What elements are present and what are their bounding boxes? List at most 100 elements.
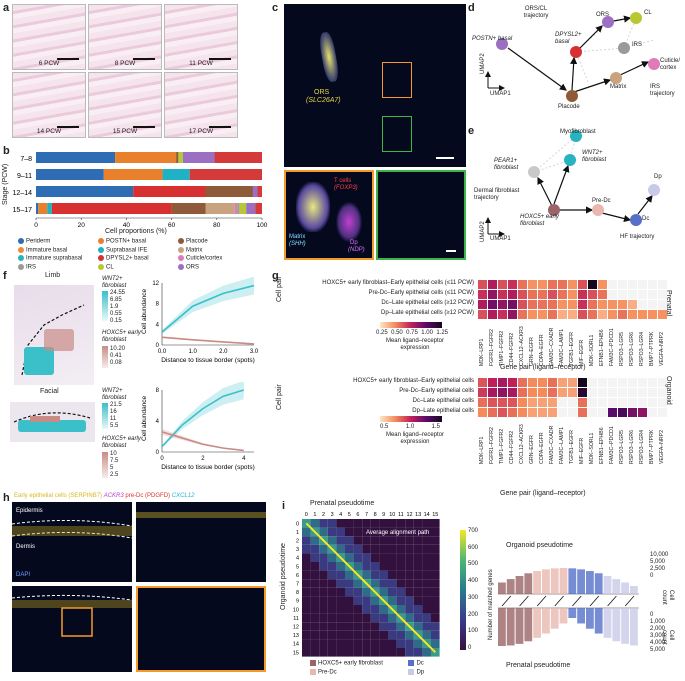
legend-matrix: Matrix <box>178 246 258 255</box>
g-col-label: RSPO3–LGR5 <box>619 331 625 366</box>
f-limb-hoxc5-ticks: 10.20 0.41 0.08 <box>110 346 126 366</box>
i-heatmap-cell <box>302 605 311 614</box>
scale-bar <box>446 250 456 252</box>
i-heatmap-cell <box>379 613 388 623</box>
i-heatmap-cell <box>413 605 423 614</box>
i-bottom-bar <box>559 608 568 624</box>
b-bar-segment <box>162 169 190 180</box>
f-ytick-label: 0 <box>156 450 160 456</box>
g-col-label: CD44–FGFR2 <box>509 332 515 366</box>
g-col-label: FAM3C–LAMP1 <box>559 426 565 464</box>
legend-suprabasal-ife: Suprabasal IFE <box>98 246 178 255</box>
f-series-line <box>161 389 245 448</box>
dp-gene-label: (NDP) <box>348 247 365 253</box>
legend-cuticle-cortex: Cuticle/cortex <box>178 255 258 263</box>
f-facial-wnt2-label: WNT2+ fibroblast <box>102 388 127 401</box>
g-col-label: FGFR1–FGFR2 <box>489 329 495 366</box>
i-top-bar <box>621 582 629 594</box>
i-heatmap-cell <box>422 622 431 631</box>
node-hoxc5 <box>548 204 560 216</box>
g-heatmap-cell <box>538 310 547 319</box>
i-heatmap-cell <box>388 527 397 537</box>
f-ytick-label: 8 <box>156 388 160 394</box>
f-limb-hoxc5-colorbar <box>102 346 108 368</box>
legend-hoxc5: HOXC5+ early fibroblast <box>310 660 408 668</box>
i-heatmap-cell <box>413 579 423 588</box>
node-wnt2 <box>564 154 576 166</box>
i-heatmap-cell <box>327 553 337 562</box>
i-heatmap-cell <box>396 570 406 580</box>
g-heatmap-cell <box>608 388 617 397</box>
i-xtick-label: 5 <box>348 512 351 518</box>
i-heatmap-cell <box>327 587 337 597</box>
panel-letter-f: f <box>3 270 7 282</box>
i-heatmap-cell <box>302 527 311 537</box>
i-heatmap-cell <box>327 605 337 614</box>
g-top-colorbar <box>380 322 442 328</box>
d-placode-label: Placode <box>558 104 580 110</box>
caption-14pcw: 14 PCW <box>36 128 62 135</box>
g-heatmap-cell <box>558 378 567 387</box>
tcells-gene-label: (FOXP3) <box>334 185 358 191</box>
i-heatmap-cell <box>310 553 320 562</box>
panel-letter-a: a <box>3 2 10 14</box>
i-bottom-bar <box>621 608 629 644</box>
b-bar-segment <box>252 186 258 197</box>
g-heatmap-cell <box>578 378 587 387</box>
b-bar-segment <box>171 203 206 214</box>
b-bar-segment <box>103 169 163 180</box>
g-heatmap-cell <box>648 408 657 417</box>
g-heatmap-cell <box>478 280 487 289</box>
matrix-label: Matrix <box>289 234 306 240</box>
node-pear1 <box>528 166 540 178</box>
i-avg-path-label: Average alignment path <box>366 530 430 536</box>
legend-postn-basal: POSTN+ basal <box>98 238 178 246</box>
i-heatmap-cell <box>431 587 440 597</box>
i-bottom-bar <box>515 608 524 644</box>
i-heatmap-cell <box>388 544 397 554</box>
g-col-label: MIF–EGFR <box>579 437 585 464</box>
f-xlabel: Distance to tissue border (spots) <box>161 357 255 364</box>
i-heatmap-cell <box>302 519 311 528</box>
f-limb-hoxc5-label: HOXC5+ early fibroblast <box>102 330 141 343</box>
i-heatmap-cell <box>362 648 371 657</box>
node-pre-dc <box>592 204 604 216</box>
i-heatmap-cell <box>370 562 380 571</box>
g-heatmap-cell <box>618 290 627 299</box>
i-heatmap-cell <box>379 648 388 657</box>
i-heatmap-cell <box>431 536 440 545</box>
f-confidence-band <box>162 276 254 335</box>
legend-dp: Dp <box>408 668 470 677</box>
g-heatmap-cell <box>598 388 607 397</box>
i-heatmap-cell <box>345 639 354 648</box>
i-heatmap-cell <box>319 587 328 597</box>
g-heatmap-cell <box>648 310 657 319</box>
i-heatmap-cell <box>362 527 371 537</box>
i-heatmap-cell <box>413 519 423 528</box>
i-heatmap-cell <box>422 605 431 614</box>
node-dc <box>630 214 642 226</box>
i-ytick-label: 0 <box>296 521 299 527</box>
g-heatmap-cell <box>638 280 647 289</box>
b-bar-segment <box>234 203 238 214</box>
i-heatmap-cell <box>370 622 380 631</box>
i-heatmap-cell <box>431 519 440 528</box>
b-bar-segment <box>36 169 104 180</box>
g-heatmap-cell <box>648 398 657 407</box>
d-umap1-axis: UMAP1 <box>490 91 511 97</box>
g-heatmap-cell <box>488 290 497 299</box>
i-heatmap-cell <box>319 519 328 528</box>
g-heatmap-cell <box>608 290 617 299</box>
i-heatmap-cell <box>370 553 380 562</box>
g-heatmap-cell <box>528 280 537 289</box>
legend-dpysl2-basal: DPYSL2+ basal <box>98 255 178 263</box>
g-heatmap-cell <box>628 408 637 417</box>
g-col-label: CXCL12–ACKR3 <box>519 424 525 464</box>
i-heatmap-cell <box>353 536 363 545</box>
g-col-label: RSPO3–LGR4 <box>639 429 645 464</box>
b-legend: Periderm POSTN+ basal Placode Immature b… <box>18 238 258 271</box>
i-heatmap-cell <box>362 639 371 648</box>
f-ytick-label: 12 <box>152 281 159 287</box>
d-postn-label: POSTN+ basal <box>472 36 513 42</box>
i-heatmap-cell <box>302 648 311 657</box>
